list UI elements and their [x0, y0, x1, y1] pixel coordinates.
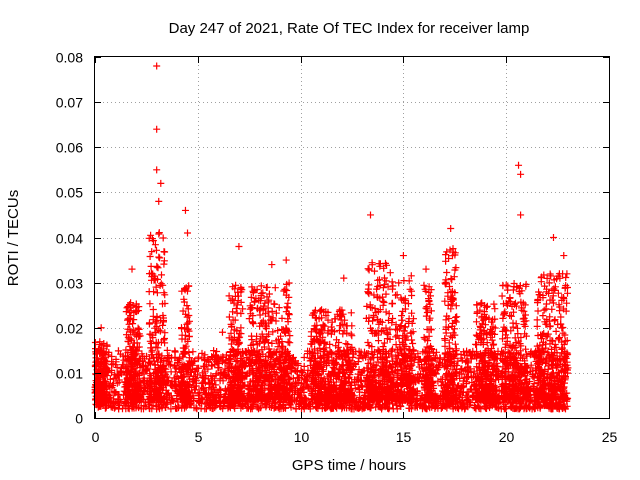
- roti-point: [549, 234, 557, 241]
- roti-point: [447, 224, 455, 232]
- roti-point: [153, 166, 161, 174]
- roti-point: [560, 252, 568, 260]
- roti-point: [128, 265, 136, 273]
- x-tick-label: 25: [602, 429, 618, 445]
- roti-point: [181, 206, 189, 214]
- roti-point: [153, 62, 161, 70]
- roti-point: [268, 261, 276, 269]
- roti-point: [155, 197, 163, 205]
- roti-point-cloud: [91, 229, 572, 413]
- chart-title: Day 247 of 2021, Rate Of TEC Index for r…: [169, 20, 530, 37]
- y-tick-label: 0: [75, 411, 83, 427]
- y-tick-label: 0.01: [56, 366, 83, 382]
- roti-point: [184, 229, 192, 237]
- y-tick-label: 0.04: [56, 231, 83, 247]
- roti-point: [517, 211, 525, 219]
- roti-point: [315, 315, 323, 323]
- roti-point: [218, 328, 226, 336]
- roti-point: [282, 256, 290, 264]
- x-tick-label: 10: [294, 429, 310, 445]
- axis-ticks: 0 5 10 15 20 25 0 0.01 0.02 0.03 0.04 0.05 0.06 0.07 0…: [56, 50, 618, 446]
- roti-point: [399, 252, 407, 260]
- y-tick-label: 0.05: [56, 185, 83, 201]
- roti-point: [157, 179, 165, 187]
- roti-point: [517, 170, 525, 178]
- x-tick-label: 0: [92, 429, 100, 445]
- roti-point: [153, 125, 161, 133]
- y-axis-title: ROTI / TECUs: [5, 190, 22, 286]
- roti-point: [367, 211, 375, 219]
- x-tick-label: 5: [195, 429, 203, 445]
- roti-point: [235, 243, 243, 251]
- roti-point: [97, 324, 105, 332]
- y-tick-label: 0.02: [56, 321, 83, 337]
- y-tick-label: 0.07: [56, 95, 83, 111]
- data-points: [91, 62, 572, 413]
- plot-frame: [94, 56, 610, 419]
- y-tick-label: 0.03: [56, 276, 83, 292]
- roti-point: [340, 274, 348, 282]
- roti-point: [422, 265, 430, 273]
- x-tick-label: 15: [396, 429, 412, 445]
- y-tick-label: 0.08: [56, 50, 83, 66]
- y-tick-label: 0.06: [56, 140, 83, 156]
- x-axis-title: GPS time / hours: [292, 457, 406, 474]
- roti-point: [515, 161, 523, 169]
- x-tick-label: 20: [499, 429, 515, 445]
